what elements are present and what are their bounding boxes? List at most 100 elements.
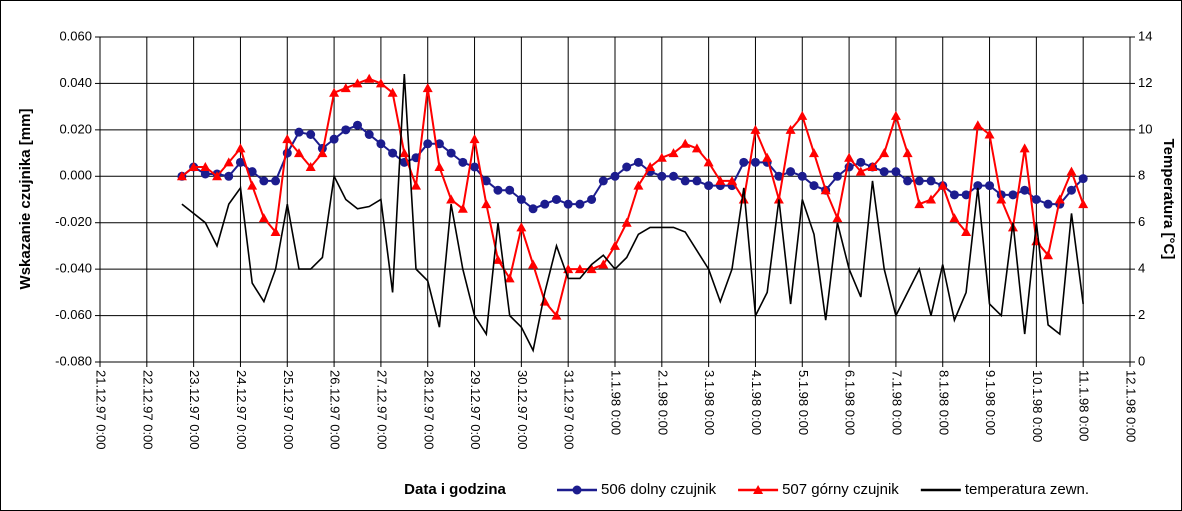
data-point (773, 194, 784, 204)
x-tick-label: 11.1.98 0:00 (1077, 370, 1092, 441)
x-tick-label: 29.12.97 0:00 (468, 370, 483, 450)
data-point (656, 152, 667, 162)
data-point (470, 162, 480, 172)
data-point (703, 157, 714, 167)
data-point (1043, 199, 1053, 209)
x-tick-label: 12.1.98 0:00 (1124, 370, 1139, 442)
data-point (504, 273, 515, 283)
data-point (973, 181, 983, 191)
data-point (317, 148, 328, 158)
data-point (270, 227, 281, 236)
data-point (937, 180, 948, 190)
data-point (832, 213, 843, 223)
x-tick-label: 9.1.98 0:00 (983, 370, 998, 435)
data-point (516, 222, 527, 232)
data-point (434, 162, 445, 171)
y-tick-label: -0.020 (55, 214, 92, 229)
y2-tick-label: 4 (1138, 261, 1145, 276)
data-point (293, 148, 304, 158)
y2-axis-title: Temperatura [°C] (1160, 139, 1177, 260)
data-point (669, 171, 679, 181)
data-point (306, 130, 316, 139)
data-point (282, 134, 293, 144)
data-point (668, 148, 679, 158)
data-point (364, 73, 375, 83)
data-point (949, 213, 960, 223)
data-point (1054, 194, 1065, 204)
data-point (645, 162, 656, 171)
y2-tick-label: 6 (1138, 214, 1145, 229)
x-tick-label: 6.1.98 0:00 (843, 370, 858, 435)
data-point (633, 180, 644, 190)
x-tick-label: 23.12.97 0:00 (187, 370, 202, 450)
data-point (598, 259, 609, 269)
data-point (680, 176, 690, 186)
data-point (832, 171, 842, 181)
y-tick-label: -0.040 (55, 261, 92, 276)
data-point (680, 138, 691, 148)
data-point (844, 152, 855, 162)
data-point (867, 162, 878, 171)
data-point (1008, 190, 1018, 200)
data-point (692, 176, 702, 186)
data-point (423, 139, 433, 149)
y2-tick-label: 10 (1138, 121, 1152, 136)
data-point (481, 176, 491, 186)
data-point (329, 134, 339, 144)
x-tick-label: 1.1.98 0:00 (609, 370, 624, 435)
data-point (914, 199, 925, 209)
data-point (481, 199, 492, 209)
data-point (750, 157, 760, 167)
data-point (891, 167, 901, 177)
data-point (785, 124, 796, 134)
x-tick-label: 21.12.97 0:00 (94, 370, 109, 450)
data-point (223, 157, 234, 167)
data-point (657, 171, 667, 181)
data-point (458, 157, 468, 167)
y-tick-label: 0.040 (59, 75, 92, 90)
data-point (786, 167, 796, 177)
legend-label: temperatura zewn. (965, 481, 1089, 498)
x-tick-label: 25.12.97 0:00 (281, 370, 296, 450)
data-point (949, 190, 959, 200)
data-point (492, 254, 503, 264)
data-point (750, 124, 761, 134)
x-tick-label: 8.1.98 0:00 (936, 370, 951, 435)
data-point (856, 157, 866, 167)
legend-marker (753, 485, 764, 494)
data-point (352, 78, 363, 88)
data-point (1078, 199, 1089, 209)
data-point (176, 171, 187, 181)
data-point (353, 120, 362, 130)
data-point (188, 162, 199, 171)
data-point (422, 83, 433, 93)
data-point (212, 171, 223, 181)
x-tick-label: 5.1.98 0:00 (796, 370, 811, 435)
data-point (961, 227, 972, 236)
data-point (258, 213, 269, 223)
data-point (411, 180, 422, 190)
data-point (551, 195, 561, 204)
y2-tick-label: 8 (1138, 168, 1145, 183)
data-point (926, 194, 937, 204)
y-tick-label: 0.000 (59, 168, 92, 183)
data-point (294, 127, 304, 137)
x-tick-label: 7.1.98 0:00 (889, 370, 904, 435)
data-point (387, 87, 398, 97)
y-axis-title: Wskazanie czujnika [mm] (17, 109, 34, 290)
series-line (181, 77, 1085, 318)
data-point (376, 139, 386, 149)
x-tick-label: 31.12.97 0:00 (562, 370, 577, 450)
x-tick-label: 30.12.97 0:00 (515, 370, 530, 450)
data-point (972, 120, 983, 130)
data-point (235, 157, 245, 167)
y2-tick-label: 12 (1138, 75, 1152, 90)
data-point (984, 129, 995, 139)
data-point (329, 87, 340, 97)
data-point (388, 148, 398, 158)
data-point (1066, 185, 1076, 195)
data-point (926, 176, 936, 186)
data-point (493, 185, 503, 195)
data-point (446, 194, 457, 204)
data-point (715, 175, 726, 185)
